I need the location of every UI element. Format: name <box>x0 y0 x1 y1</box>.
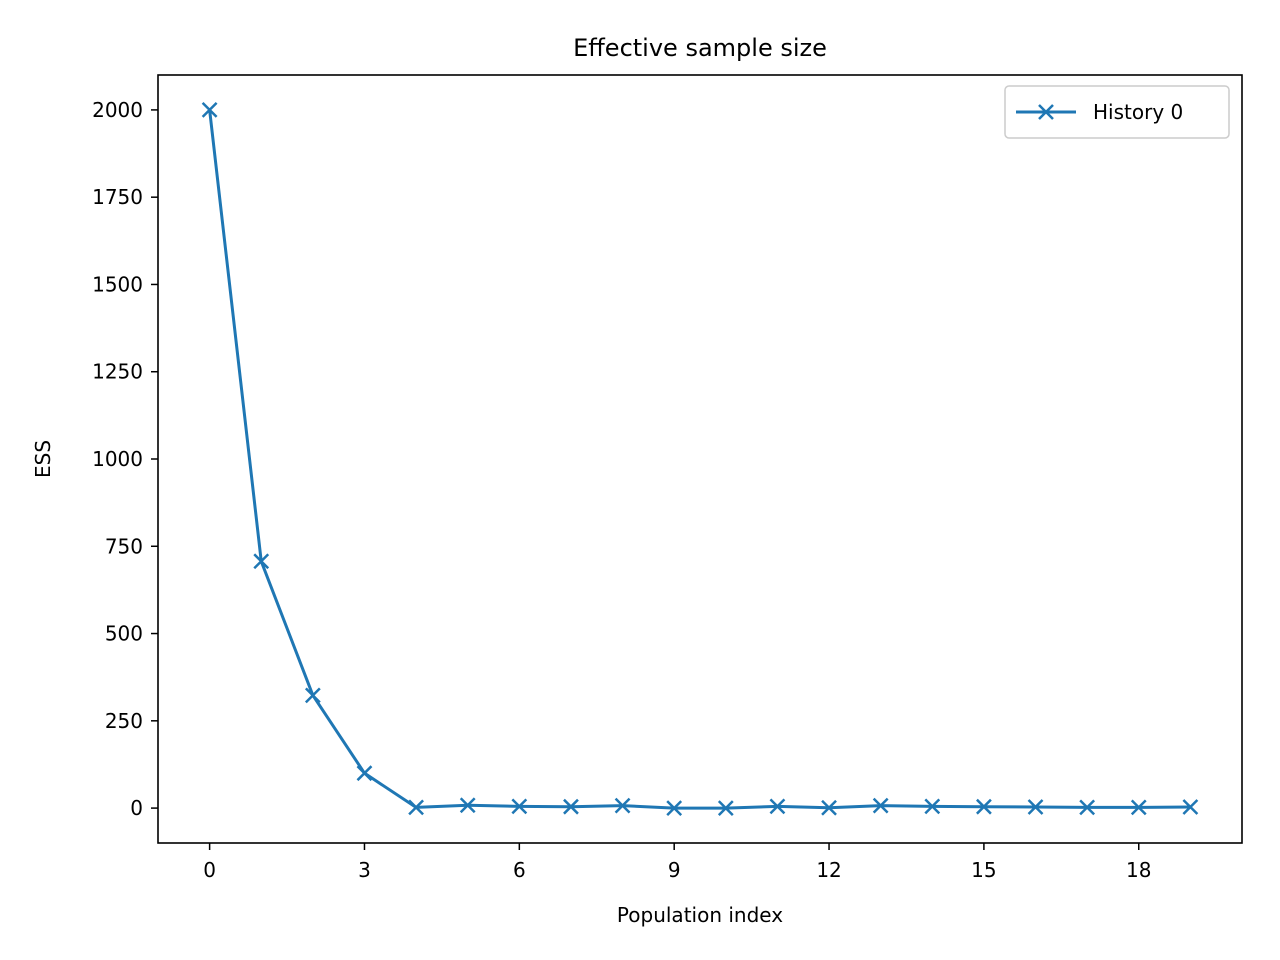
y-tick-label: 1000 <box>92 447 143 471</box>
x-tick-label: 12 <box>816 858 841 882</box>
series-layer <box>201 102 1199 816</box>
y-tick-label: 750 <box>105 534 143 558</box>
chart-title: Effective sample size <box>573 34 827 62</box>
data-point-marker <box>563 798 579 815</box>
data-point-marker <box>1130 799 1147 816</box>
x-tick-label: 18 <box>1126 858 1151 882</box>
data-point-marker <box>666 800 683 816</box>
data-point-marker <box>1182 799 1199 815</box>
legend-x-marker <box>1038 104 1054 120</box>
data-point-marker <box>201 102 218 118</box>
y-tick-label: 250 <box>105 709 143 733</box>
data-point-marker <box>408 799 424 816</box>
y-tick-label: 0 <box>130 796 143 820</box>
data-point-marker <box>1027 799 1044 815</box>
legend: History 0 <box>1004 85 1230 139</box>
x-axis-title: Population index <box>617 903 783 927</box>
y-tick-label: 500 <box>105 622 143 646</box>
data-point-marker <box>821 799 837 816</box>
series-line-history-0 <box>208 108 1192 810</box>
x-axis-ticks: 0 3 6 9 12 15 18 <box>203 843 1151 882</box>
data-point-marker <box>356 765 373 782</box>
y-tick-label: 1250 <box>92 360 143 384</box>
y-axis-ticks: 0 250 500 750 1000 1250 1500 1750 2000 <box>92 98 158 820</box>
data-point-marker <box>872 797 889 814</box>
data-point-marker <box>614 797 631 814</box>
x-tick-label: 9 <box>668 858 681 882</box>
legend-label-history-0: History 0 <box>1093 100 1183 124</box>
data-point-marker <box>769 798 786 815</box>
legend-box <box>1004 85 1230 139</box>
data-point-marker <box>717 800 734 816</box>
data-point-marker <box>253 553 270 570</box>
data-point-marker <box>304 687 321 704</box>
data-point-marker <box>924 798 941 815</box>
y-tick-label: 1750 <box>92 185 143 209</box>
data-point-marker <box>511 798 528 815</box>
x-tick-label: 3 <box>358 858 371 882</box>
x-tick-label: 0 <box>203 858 216 882</box>
data-point-marker <box>459 797 476 814</box>
y-axis-title: ESS <box>31 440 55 478</box>
x-tick-label: 15 <box>971 858 996 882</box>
data-point-marker <box>976 798 992 815</box>
plot-frame <box>157 74 1243 844</box>
y-tick-label: 1500 <box>92 272 143 296</box>
y-tick-label: 2000 <box>92 98 143 122</box>
data-point-marker <box>1079 799 1096 816</box>
x-tick-label: 6 <box>513 858 526 882</box>
